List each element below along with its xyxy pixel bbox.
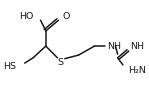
Text: S: S [58,58,64,67]
Text: HO: HO [19,12,33,21]
Text: NH: NH [130,42,144,51]
Text: NH: NH [107,42,121,51]
Text: H₂N: H₂N [128,66,146,75]
Text: HS: HS [3,62,16,71]
Text: O: O [63,12,70,21]
